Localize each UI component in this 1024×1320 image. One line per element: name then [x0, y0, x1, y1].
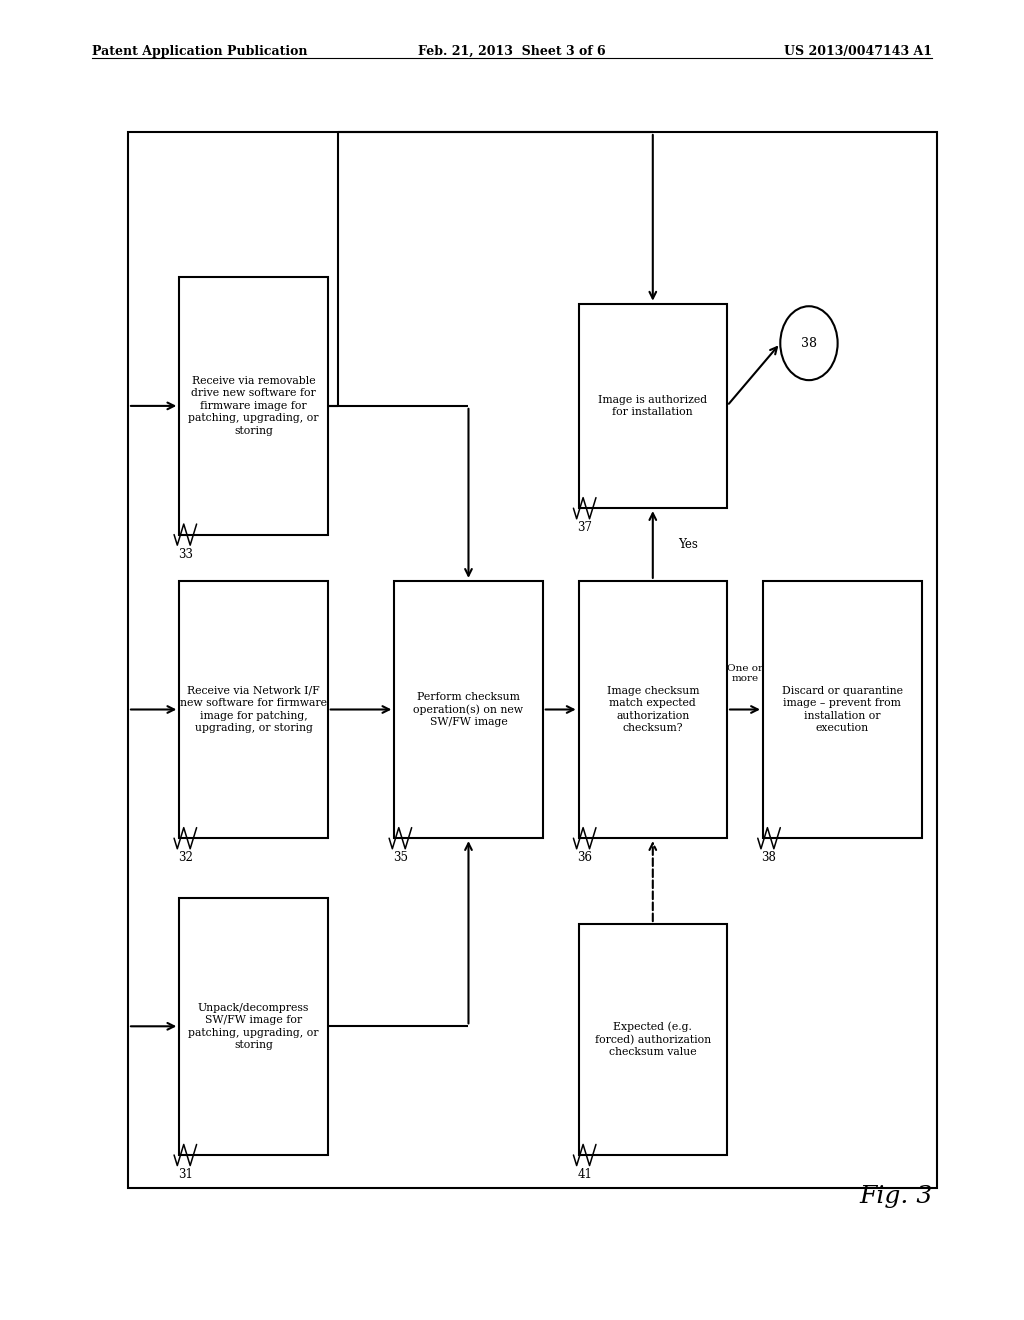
Text: Receive via removable
drive new software for
firmware image for
patching, upgrad: Receive via removable drive new software… [188, 376, 318, 436]
Text: 41: 41 [578, 1168, 592, 1181]
Text: Patent Application Publication: Patent Application Publication [92, 45, 307, 58]
Text: 31: 31 [178, 1168, 193, 1181]
Text: 38: 38 [762, 851, 776, 865]
Text: Feb. 21, 2013  Sheet 3 of 6: Feb. 21, 2013 Sheet 3 of 6 [418, 45, 606, 58]
Text: 38: 38 [801, 337, 817, 350]
Text: Perform checksum
operation(s) on new
SW/FW image: Perform checksum operation(s) on new SW/… [414, 692, 523, 727]
Text: Unpack/decompress
SW/FW image for
patching, upgrading, or
storing: Unpack/decompress SW/FW image for patchi… [188, 1003, 318, 1049]
Text: 35: 35 [393, 851, 408, 865]
FancyBboxPatch shape [394, 581, 543, 838]
Text: Image checksum
match expected
authorization
checksum?: Image checksum match expected authorizat… [606, 686, 699, 733]
Text: Expected (e.g.
forced) authorization
checksum value: Expected (e.g. forced) authorization che… [595, 1022, 711, 1057]
Text: Receive via Network I/F
new software for firmware
image for patching,
upgrading,: Receive via Network I/F new software for… [180, 686, 327, 733]
FancyBboxPatch shape [579, 304, 727, 508]
FancyBboxPatch shape [763, 581, 922, 838]
Text: 33: 33 [178, 548, 193, 561]
Text: Yes: Yes [678, 539, 698, 550]
Text: Image is authorized
for installation: Image is authorized for installation [598, 395, 708, 417]
Text: Discard or quarantine
image – prevent from
installation or
execution: Discard or quarantine image – prevent fr… [781, 686, 903, 733]
FancyBboxPatch shape [579, 581, 727, 838]
Text: Fig. 3: Fig. 3 [859, 1185, 933, 1208]
Text: 32: 32 [178, 851, 193, 865]
FancyBboxPatch shape [579, 924, 727, 1155]
Circle shape [780, 306, 838, 380]
Text: US 2013/0047143 A1: US 2013/0047143 A1 [783, 45, 932, 58]
FancyBboxPatch shape [179, 277, 328, 535]
FancyBboxPatch shape [179, 581, 328, 838]
Text: One or
more: One or more [727, 664, 763, 682]
FancyBboxPatch shape [179, 898, 328, 1155]
Text: 36: 36 [578, 851, 592, 865]
Text: 37: 37 [578, 521, 592, 535]
